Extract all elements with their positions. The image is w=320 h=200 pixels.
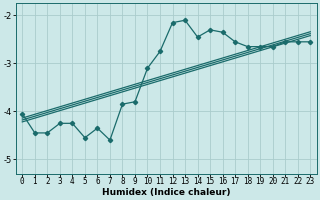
X-axis label: Humidex (Indice chaleur): Humidex (Indice chaleur) bbox=[102, 188, 230, 197]
